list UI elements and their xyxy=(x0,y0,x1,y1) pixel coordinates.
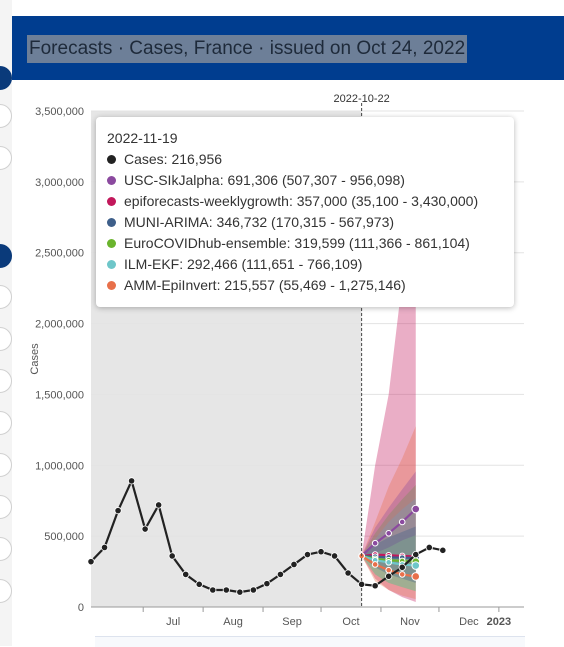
forecast-point-ilm-ekf xyxy=(412,562,420,570)
x-tick-label: Aug xyxy=(223,616,243,628)
forecast-point-amm-epiinvert xyxy=(412,573,420,581)
tooltip-row-text: AMM-EpiInvert: 215,557 (55,469 - 1,275,1… xyxy=(124,277,406,293)
page-title: Forecasts · Cases, France · issued on Oc… xyxy=(27,35,467,63)
observed-case-point xyxy=(101,544,107,550)
observed-case-point xyxy=(426,544,432,550)
observed-case-point xyxy=(169,553,175,559)
observed-case-point xyxy=(440,547,446,553)
observed-case-point xyxy=(399,564,405,570)
observed-case-point xyxy=(385,573,391,579)
y-axis-label: Cases xyxy=(29,343,41,375)
observed-case-point xyxy=(223,587,229,593)
observed-case-point xyxy=(331,553,337,559)
forecast-point-amm-epiinvert xyxy=(386,567,392,573)
forecast-point-amm-epiinvert xyxy=(399,572,405,578)
observed-case-point xyxy=(128,478,134,484)
observed-case-point xyxy=(318,549,324,555)
y-tick-label: 2,500,000 xyxy=(35,248,84,260)
x-tick-label: 2023 xyxy=(487,616,511,628)
tooltip-row-text: EuroCOVIDhub-ensemble: 319,599 (111,366 … xyxy=(124,235,470,251)
tooltip-row-text: MUNI-ARIMA: 346,732 (170,315 - 567,973) xyxy=(124,214,394,230)
observed-case-point xyxy=(372,583,378,589)
observed-case-point xyxy=(277,571,283,577)
legend-dot-icon xyxy=(107,176,116,185)
issue-date-label: 2022-10-22 xyxy=(333,93,389,105)
observed-case-point xyxy=(358,581,364,587)
forecast-point-amm-epiinvert xyxy=(372,562,378,568)
observed-case-point xyxy=(237,589,243,595)
observed-case-point xyxy=(264,580,270,586)
forecast-point-usc-sikjalpha xyxy=(399,519,405,525)
y-tick-label: 2,000,000 xyxy=(35,319,84,331)
observed-case-point xyxy=(183,571,189,577)
y-tick-label: 1,000,000 xyxy=(35,460,84,472)
y-tick-label: 3,500,000 xyxy=(35,106,84,118)
tooltip-row-text: Cases: 216,956 xyxy=(124,151,222,167)
forecast-point-ilm-ekf xyxy=(386,560,392,566)
legend-dot-icon xyxy=(107,239,116,248)
tooltip-row-text: ILM-EKF: 292,466 (111,651 - 766,109) xyxy=(124,256,362,272)
tooltip-row: epiforecasts-weeklygrowth: 357,000 (35,1… xyxy=(107,191,514,212)
tooltip-row-text: USC-SIkJalpha: 691,306 (507,307 - 956,09… xyxy=(124,172,405,188)
forecast-point-usc-sikjalpha xyxy=(386,531,392,537)
legend-dot-icon xyxy=(107,260,116,269)
observed-case-point xyxy=(345,570,351,576)
tooltip-row: USC-SIkJalpha: 691,306 (507,307 - 956,09… xyxy=(107,170,514,191)
forecast-point-usc-sikjalpha xyxy=(412,505,420,513)
observed-case-point xyxy=(304,551,310,557)
legend-dot-icon xyxy=(107,155,116,164)
legend-dot-icon xyxy=(107,218,116,227)
x-tick-label: Sep xyxy=(282,616,302,628)
legend-dot-icon xyxy=(107,197,116,206)
tooltip-row: AMM-EpiInvert: 215,557 (55,469 - 1,275,1… xyxy=(107,275,514,296)
y-tick-label: 3,000,000 xyxy=(35,177,84,189)
forecast-point-usc-sikjalpha xyxy=(372,540,378,546)
x-tick-label: Nov xyxy=(400,616,420,628)
y-tick-label: 0 xyxy=(78,602,84,614)
header-bar: Forecasts · Cases, France · issued on Oc… xyxy=(12,16,564,80)
observed-case-point xyxy=(88,558,94,564)
tooltip-row-text: epiforecasts-weeklygrowth: 357,000 (35,1… xyxy=(124,193,478,209)
tooltip-rows: Cases: 216,956 USC-SIkJalpha: 691,306 (50… xyxy=(107,149,514,296)
observed-case-point xyxy=(142,526,148,532)
x-tick-label: Dec xyxy=(459,616,479,628)
x-tick-label: Jul xyxy=(166,616,180,628)
tooltip-row: ILM-EKF: 292,466 (111,651 - 766,109) xyxy=(107,254,514,275)
observed-case-point xyxy=(115,507,121,513)
observed-case-point xyxy=(291,561,297,567)
observed-case-point xyxy=(210,587,216,593)
x-tick-label: Oct xyxy=(342,616,359,628)
tooltip-date: 2022-11-19 xyxy=(107,128,514,148)
observed-case-point xyxy=(413,551,419,557)
tooltip-row: Cases: 216,956 xyxy=(107,149,514,170)
observed-case-point xyxy=(155,502,161,508)
y-tick-label: 500,000 xyxy=(44,531,84,543)
observed-case-point xyxy=(250,587,256,593)
tooltip-row: MUNI-ARIMA: 346,732 (170,315 - 567,973) xyxy=(107,212,514,233)
tooltip-row: EuroCOVIDhub-ensemble: 319,599 (111,366 … xyxy=(107,233,514,254)
chart-tooltip: 2022-11-19 Cases: 216,956 USC-SIkJalpha: … xyxy=(96,117,514,307)
observed-case-point xyxy=(196,581,202,587)
y-tick-label: 1,500,000 xyxy=(35,389,84,401)
legend-dot-icon xyxy=(107,281,116,290)
range-selector-bar[interactable] xyxy=(95,636,525,647)
